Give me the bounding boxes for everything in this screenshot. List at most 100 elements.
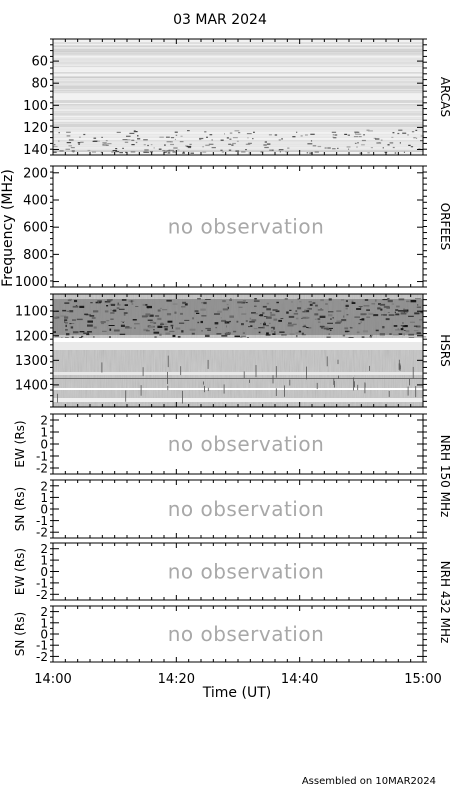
hsrs-speckle <box>345 300 348 302</box>
arcas-band <box>53 91 423 94</box>
hsrs-speckle <box>171 326 173 329</box>
arcas-speckle <box>266 143 271 145</box>
arcas-speckle <box>116 131 121 133</box>
hsrs-speckle <box>111 304 115 306</box>
hsrs-speckle <box>222 308 229 311</box>
hsrs-speckle <box>358 322 361 325</box>
arcas-speckle <box>332 134 335 136</box>
arcas-band <box>53 150 423 153</box>
hsrs-speckle <box>200 320 203 324</box>
hsrs-speckle <box>269 312 272 314</box>
hsrs-speckle <box>320 308 322 310</box>
y-tick-label: 0 <box>40 438 48 452</box>
hsrs-speckle <box>149 321 154 324</box>
hsrs-spike <box>203 381 204 385</box>
hsrs-spike <box>167 371 168 384</box>
hsrs-speckle <box>398 333 403 335</box>
arcas-band <box>53 104 423 106</box>
arcas-speckle <box>356 146 358 148</box>
hsrs-speckle <box>110 309 112 311</box>
arcas-speckle <box>380 139 383 141</box>
y-tick-label: -1 <box>36 450 48 464</box>
arcas-band <box>53 57 423 59</box>
panel-background <box>53 480 423 538</box>
hsrs-speckle <box>109 328 112 331</box>
hsrs-spike <box>275 366 277 378</box>
hsrs-speckle <box>72 305 79 308</box>
hsrs-speckle <box>68 298 72 300</box>
y-tick-label: -1 <box>36 639 48 653</box>
hsrs-speckle <box>351 302 356 304</box>
y-tick-label: 200 <box>23 166 48 181</box>
hsrs-speckle <box>153 322 157 324</box>
arcas-speckle <box>234 130 240 132</box>
arcas-speckle <box>179 141 184 143</box>
arcas-band <box>53 146 423 147</box>
hsrs-speckle <box>402 325 408 328</box>
hsrs-spike <box>272 375 274 384</box>
arcas-speckle <box>172 151 176 153</box>
hsrs-speckle <box>319 315 326 318</box>
arcas-band <box>53 52 423 55</box>
hsrs-spike <box>357 384 359 391</box>
arcas-speckle <box>100 151 103 153</box>
hsrs-speckle <box>275 310 280 313</box>
arcas-speckle <box>166 141 172 143</box>
hsrs-speckle <box>54 316 58 319</box>
arcas-band <box>53 52 423 54</box>
hsrs-speckle <box>317 309 324 311</box>
hsrs-speckle <box>317 321 321 323</box>
hsrs-speckle <box>64 302 70 304</box>
hsrs-speckle <box>292 323 297 326</box>
hsrs-speckle <box>181 306 186 308</box>
x-tick-label: 15:00 <box>404 672 441 687</box>
hsrs-speckle <box>403 309 407 312</box>
hsrs-speckle <box>328 314 333 317</box>
arcas-speckle <box>354 131 360 133</box>
hsrs-speckle <box>64 321 66 323</box>
hsrs-speckle <box>279 331 285 333</box>
hsrs-spike <box>101 362 103 373</box>
hsrs-speckle <box>271 326 275 328</box>
hsrs-speckle <box>414 298 421 299</box>
arcas-speckle <box>158 148 162 150</box>
hsrs-speckle <box>329 327 333 329</box>
hsrs-speckle <box>416 332 421 334</box>
hsrs-speckle <box>378 303 381 305</box>
hsrs-speckle <box>116 307 120 309</box>
y-tick-label: 600 <box>23 221 48 236</box>
hsrs-speckle <box>241 313 247 315</box>
arcas-speckle <box>143 139 148 141</box>
hsrs-speckle <box>254 305 257 307</box>
hsrs-speckle <box>251 312 256 314</box>
arcas-speckle <box>111 151 114 153</box>
y-tick-label: 1 <box>40 554 48 568</box>
hsrs-speckle <box>110 318 114 320</box>
arcas-speckle <box>236 140 239 142</box>
arcas-speckle <box>101 136 103 138</box>
arcas-speckle <box>92 140 97 142</box>
hsrs-speckle <box>170 324 174 327</box>
arcas-band <box>53 66 423 68</box>
hsrs-speckle <box>323 327 329 330</box>
arcas-speckle <box>186 145 192 148</box>
arcas-band <box>53 125 423 127</box>
hsrs-speckle <box>155 315 160 317</box>
arcas-band <box>53 54 423 56</box>
hsrs-speckle <box>321 326 324 329</box>
hsrs-speckle <box>345 304 349 307</box>
arcas-speckle <box>133 130 136 132</box>
hsrs-speckle <box>381 314 387 316</box>
arcas-speckle <box>268 134 272 136</box>
hsrs-speckle <box>180 312 183 315</box>
arcas-speckle <box>232 142 236 145</box>
hsrs-speckle <box>400 328 404 331</box>
hsrs-speckle <box>241 301 246 304</box>
hsrs-speckle <box>278 319 282 322</box>
arcas-speckle <box>53 151 57 153</box>
y-tick-label: -2 <box>36 650 48 664</box>
hsrs-spike <box>182 390 183 404</box>
hsrs-speckle <box>408 315 414 317</box>
hsrs-speckle <box>79 331 85 333</box>
